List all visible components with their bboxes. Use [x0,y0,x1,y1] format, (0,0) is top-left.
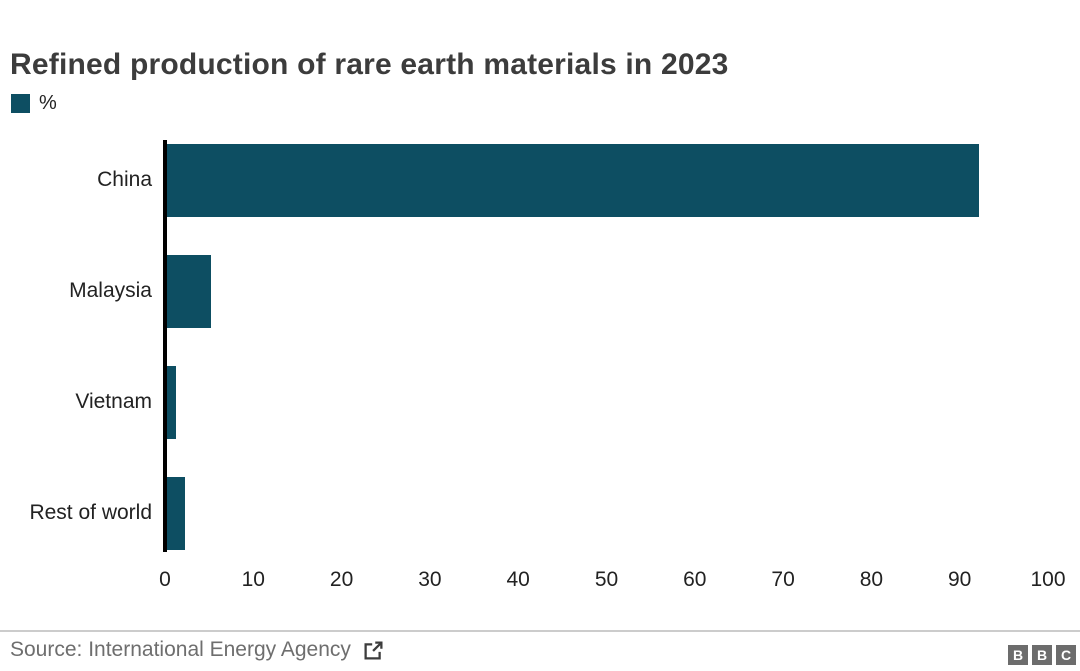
legend-label: % [39,92,57,114]
source-link[interactable]: Source: International Energy Agency [10,638,384,662]
bbc-logo-block-1: B [1008,645,1028,665]
x-tick-60: 60 [683,568,707,591]
legend: % [11,92,57,115]
legend-swatch-icon [11,94,30,113]
x-tick-10: 10 [241,568,265,591]
category-label-malaysia: Malaysia [69,279,152,302]
bar-china [167,144,979,217]
bar-malaysia [167,255,211,328]
x-tick-40: 40 [506,568,530,591]
x-tick-90: 90 [948,568,972,591]
bar-rest-of-world [167,477,185,550]
y-axis-line [163,140,167,552]
bbc-logo-block-3: C [1056,645,1076,665]
chart-title: Refined production of rare earth materia… [10,48,729,82]
x-tick-100: 100 [1030,568,1066,591]
source-text: Source: International Energy Agency [10,638,351,661]
x-tick-50: 50 [594,568,619,591]
plot-area: China Malaysia Vietnam Rest of world [0,140,1080,552]
bbc-logo-block-2: B [1032,645,1052,665]
x-axis-ticks: 0 10 20 30 40 50 60 70 80 90 100 [0,568,1080,598]
footer-divider [0,630,1080,632]
category-label-china: China [97,168,152,191]
x-tick-0: 0 [159,568,171,591]
category-label-vietnam: Vietnam [75,390,152,413]
x-tick-70: 70 [771,568,795,591]
x-tick-30: 30 [418,568,442,591]
x-tick-80: 80 [859,568,884,591]
bar-vietnam [167,366,176,439]
category-label-rest-of-world: Rest of world [29,501,152,524]
external-link-icon [363,640,384,661]
x-tick-20: 20 [329,568,354,591]
